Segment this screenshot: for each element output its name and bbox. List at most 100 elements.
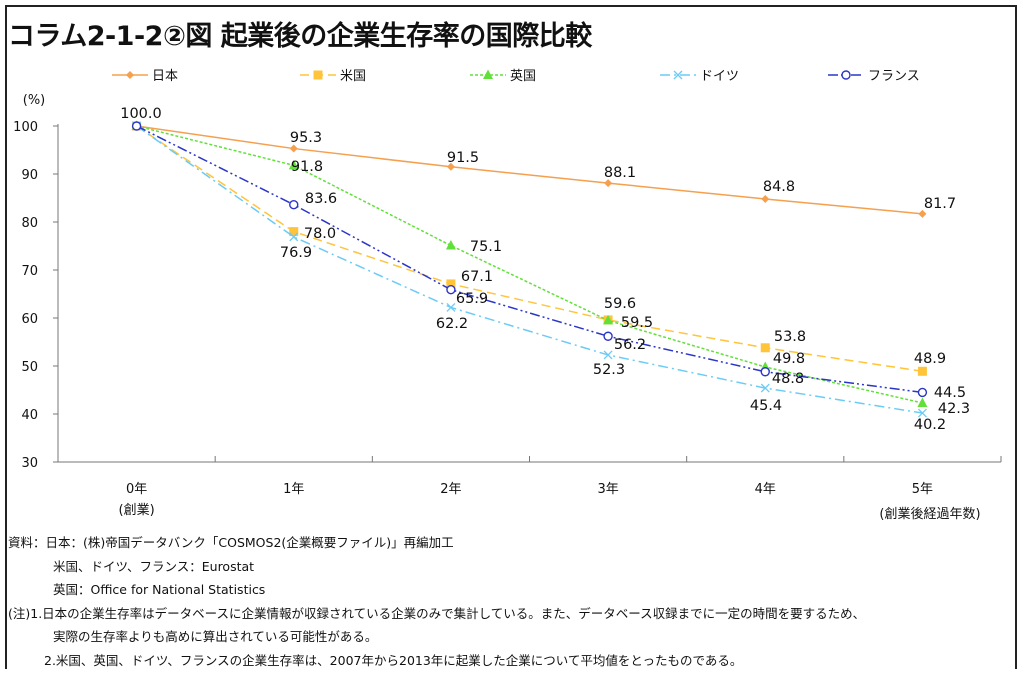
legend-label: 米国 [340,69,366,84]
series-3 [132,121,927,418]
data-label: 52.3 [593,362,625,378]
diamond-marker [289,144,298,153]
data-label: 44.5 [934,385,966,401]
y-axis-unit: (%) [23,93,46,108]
x-tick-label: 1年 [283,482,304,497]
x-marker [673,70,683,80]
series-1 [132,121,927,376]
data-label: 65.9 [456,291,488,307]
series-line [136,125,923,394]
y-tick-label: 90 [21,168,38,183]
square-marker [446,279,456,289]
y-tick-label: 30 [21,456,38,471]
open-circle-marker [841,70,851,80]
x-marker [289,232,299,242]
y-tick-label: 40 [21,408,38,423]
data-label: 84.8 [763,179,795,195]
y-tick-label: 50 [21,360,38,375]
data-label: 62.2 [436,316,468,332]
open-circle-marker [446,284,456,295]
legend-item: 日本 [112,69,178,84]
open-circle-marker [289,200,299,210]
open-circle-marker [760,367,770,377]
legend-item: 英国 [470,69,536,84]
data-label: 48.8 [772,371,804,387]
data-label: 56.2 [614,337,646,353]
chart-title: コラム2-1-2②図 起業後の企業生存率の国際比較 [8,21,592,52]
note-1-cont: 実際の生存率よりも高めに算出されている可能性がある。 [53,629,378,644]
line-chart: 30 40 50 60 70 80 90 100 (%) 0年 (創業) 1年 2年 3年 4年 5年 (創業後… [13,69,1002,522]
diamond-marker [761,194,770,203]
x-tick-label: 3年 [597,482,618,497]
x-marker [917,408,927,418]
figure-frame [5,5,1017,669]
square-marker [289,227,299,237]
diamond-marker [604,179,613,188]
data-label: 91.5 [447,150,479,166]
y-tick-label: 80 [21,216,38,231]
data-label: 83.6 [305,191,337,207]
data-label: 75.1 [470,239,502,255]
diamond-marker [446,162,455,171]
x-marker [760,383,770,393]
notes: 資料：日本：(株)帝国データバンク「COSMOS2(企業概要ファイル)」再編加工… [8,531,865,672]
data-label: 49.8 [773,351,805,367]
source-eurostat: 米国、ドイツ、フランス：Eurostat [53,558,255,574]
square-marker [313,70,323,80]
triangle-marker [483,69,493,79]
data-label: 78.0 [304,226,336,242]
data-label: 59.6 [604,296,636,312]
open-circle-marker [917,387,928,398]
data-label-start: 100.0 [120,106,162,122]
x-tick-label: 0年 [126,482,147,497]
series-2 [131,120,928,407]
x-axis-label: (創業後経過年数) [879,506,980,522]
data-label: 76.9 [280,245,312,261]
data-label: 42.3 [938,401,970,417]
data-label: 81.7 [924,196,956,212]
data-label: 53.8 [774,329,806,345]
open-circle-marker [603,331,613,341]
data-label: 91.8 [291,159,323,175]
triangle-marker [917,397,928,407]
open-circle-marker [131,121,142,131]
source-japan: 資料：日本：(株)帝国データバンク「COSMOS2(企業概要ファイル)」再編加工 [8,535,454,550]
triangle-marker [603,314,614,325]
series-0 [132,122,927,218]
y-tick-label: 100 [13,120,38,135]
x-tick-label: 5年 [912,482,933,497]
note-2: 2.米国、英国、ドイツ、フランスの企業生存率は、2007年から2013年に起業し… [44,652,743,668]
triangle-marker [288,159,299,170]
legend-label: 英国 [510,69,536,84]
diamond-marker [918,209,927,218]
triangle-marker [445,240,456,250]
legend-item: ドイツ [660,69,739,84]
x-tick-sublabel: (創業) [119,502,155,518]
y-tick-label: 70 [21,264,38,279]
y-tick-label: 60 [21,312,38,327]
legend-label: フランス [868,69,920,84]
series-line [136,125,923,373]
data-label: 48.9 [914,351,946,367]
legend-label: 日本 [152,69,178,84]
series-line [136,125,923,404]
data-label: 95.3 [290,130,322,146]
x-marker [446,302,456,312]
x-tick-label: 2年 [440,482,461,497]
data-label: 45.4 [750,398,782,414]
diamond-marker [126,71,134,79]
note-1: (注)1.日本の企業生存率はデータベースに企業情報が収録されている企業のみで集計… [8,605,866,621]
x-marker [603,350,613,360]
series-line [136,125,923,215]
legend-item: 米国 [300,69,366,84]
data-label: 40.2 [914,417,946,433]
data-label: 59.5 [621,315,653,331]
square-marker [917,366,927,376]
legend-item: フランス [828,69,920,84]
data-label: 88.1 [604,165,636,181]
source-uk: 英国：Office for National Statistics [53,582,266,597]
square-marker [760,343,770,353]
series-4 [131,121,928,398]
series-line [136,125,923,414]
legend-label: ドイツ [700,69,739,84]
